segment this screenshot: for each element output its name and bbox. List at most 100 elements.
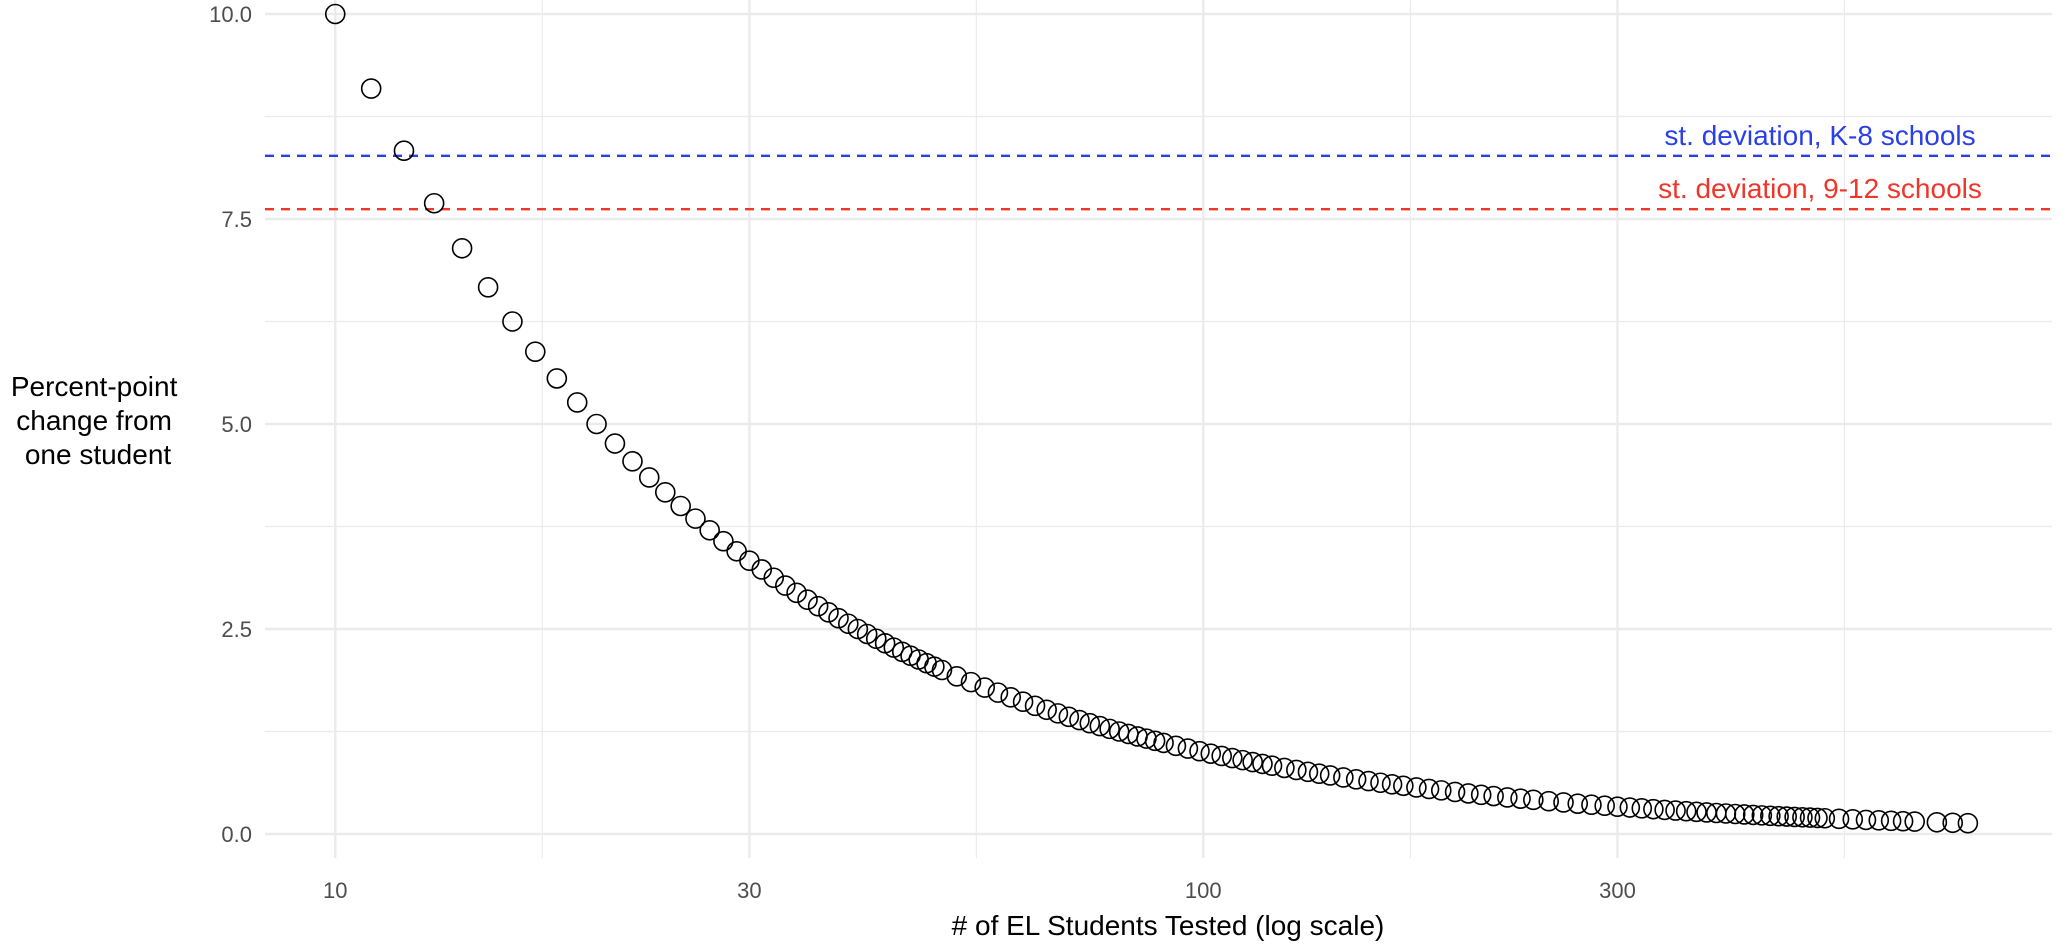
data-point — [1261, 755, 1283, 776]
data-point — [807, 595, 829, 617]
x-axis-title: # of EL Students Tested (log scale) — [952, 910, 1385, 941]
data-point — [1742, 804, 1764, 826]
data-point — [1370, 772, 1391, 794]
data-point — [1036, 699, 1057, 721]
data-point — [1345, 769, 1367, 790]
data-point — [1675, 800, 1697, 822]
data-point — [1760, 805, 1781, 827]
x-tick-label: 100 — [1185, 878, 1222, 903]
data-point — [751, 559, 773, 580]
data-point — [1957, 812, 1979, 834]
data-point — [1483, 785, 1504, 807]
data-point — [1444, 781, 1466, 803]
y-tick-label: 0.0 — [221, 822, 252, 847]
y-axis-title-line-1: Percent-point — [11, 371, 178, 402]
data-point — [1799, 807, 1821, 828]
data-point — [987, 682, 1009, 703]
data-point — [1904, 811, 1925, 832]
data-point — [622, 451, 643, 472]
data-point — [1567, 793, 1589, 814]
data-point — [1406, 777, 1427, 798]
data-point — [566, 392, 588, 413]
data-point — [1733, 804, 1755, 825]
data-point — [1232, 749, 1253, 771]
data-point — [1631, 798, 1653, 819]
data-point — [1430, 780, 1452, 801]
data-point — [775, 575, 796, 596]
data-point — [451, 237, 473, 259]
data-point — [1926, 811, 1948, 833]
data-point — [1892, 810, 1914, 832]
data-point — [1538, 790, 1560, 812]
data-point — [502, 311, 523, 332]
data-point — [1880, 810, 1902, 832]
data-point — [818, 602, 839, 623]
data-point — [713, 530, 734, 552]
data-point — [1814, 807, 1836, 829]
data-point — [1619, 797, 1641, 818]
data-point — [1828, 808, 1850, 830]
data-point — [1297, 761, 1319, 783]
data-point — [974, 677, 996, 698]
y-axis-title-line-3: one student — [25, 439, 172, 470]
y-axis-title-line-2: change from — [16, 405, 172, 436]
data-point — [423, 192, 445, 214]
y-tick-label: 10.0 — [209, 2, 252, 27]
data-point — [1776, 806, 1798, 827]
reference-line-label-1: st. deviation, K-8 schools — [1664, 120, 1975, 151]
data-point — [1393, 775, 1414, 797]
data-point — [1751, 805, 1773, 826]
data-point — [699, 519, 720, 541]
data-point — [393, 140, 415, 161]
y-tick-label: 5.0 — [221, 412, 252, 437]
data-point — [324, 3, 346, 25]
y-tick-label: 2.5 — [221, 617, 252, 642]
data-point — [763, 567, 785, 589]
data-point — [1089, 715, 1111, 737]
data-point — [546, 368, 568, 389]
reference-lines: st. deviation, K-8 schools st. deviation,… — [265, 120, 2052, 211]
data-point — [847, 618, 869, 640]
data-point — [1079, 712, 1101, 734]
data-point — [1153, 732, 1174, 754]
data-point — [1807, 807, 1828, 829]
data-point — [1358, 770, 1379, 792]
data-point — [786, 582, 807, 604]
data-point — [1768, 805, 1789, 827]
data-point — [1319, 765, 1341, 786]
data-point — [1000, 687, 1022, 708]
data-point — [1144, 730, 1166, 752]
data-point — [1470, 784, 1492, 806]
data-point — [1724, 803, 1746, 825]
data-point — [1252, 753, 1273, 775]
data-point — [1510, 788, 1531, 809]
data-point — [1643, 798, 1664, 820]
data-point — [1222, 747, 1243, 769]
major-gridlines — [265, 0, 2052, 858]
data-point — [360, 78, 382, 99]
data-point — [1012, 691, 1034, 713]
x-tick-label: 300 — [1599, 878, 1636, 903]
data-point — [1189, 740, 1210, 762]
data-point — [1099, 718, 1120, 740]
data-point — [1200, 743, 1222, 764]
data-point — [960, 671, 982, 693]
data-point — [670, 495, 691, 517]
data-point — [1418, 778, 1440, 800]
data-point — [685, 508, 706, 529]
data-point — [524, 341, 546, 362]
data-point — [1069, 709, 1090, 731]
data-point — [931, 659, 953, 681]
data-point — [946, 666, 968, 687]
data-point — [1868, 810, 1890, 831]
x-axis-tick-labels: 10 30 100 300 — [323, 878, 1636, 903]
data-point — [1024, 695, 1046, 717]
x-tick-label: 10 — [323, 878, 347, 903]
data-point — [1523, 789, 1544, 811]
data-point — [1942, 812, 1963, 834]
data-point — [1665, 800, 1686, 821]
data-point — [1308, 763, 1330, 785]
data-point — [838, 613, 859, 635]
data-points — [324, 3, 1979, 834]
data-point — [1286, 759, 1307, 781]
